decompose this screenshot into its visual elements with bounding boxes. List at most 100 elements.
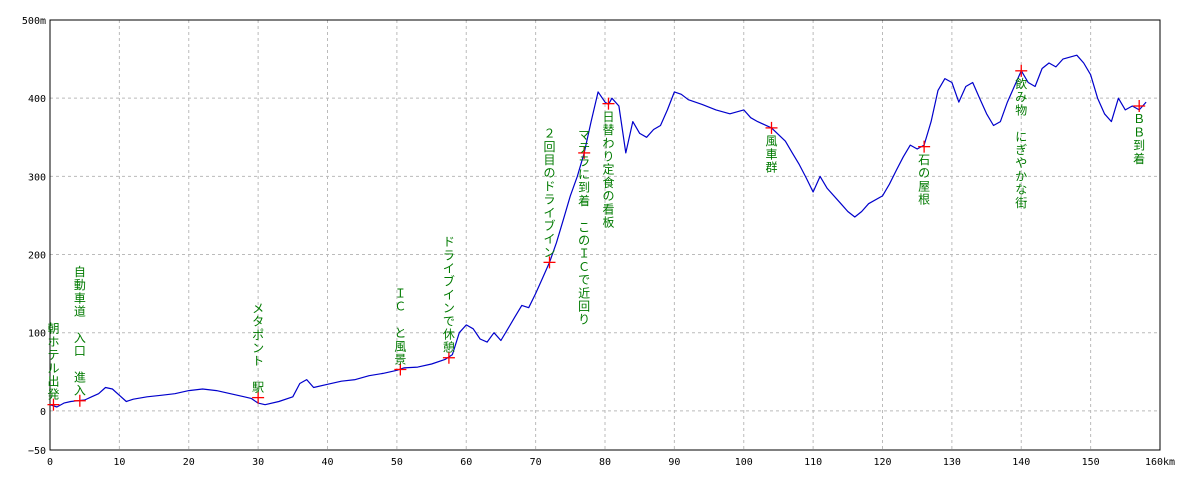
- waypoint-marker: [765, 121, 778, 134]
- waypoint-marker: [578, 146, 591, 159]
- y-tick-label: 200: [28, 251, 46, 262]
- x-tick-labels: 0 10 20 30 40 50 60 70 80 90 100 110 120 130 140 150 160…: [47, 457, 1175, 468]
- waypoint-label-char: 休: [443, 328, 455, 342]
- waypoint-label-char: 着: [578, 193, 590, 208]
- waypoint-label-char: で: [578, 273, 590, 287]
- waypoint-label-char: の: [918, 166, 930, 180]
- x-tick-label: 150: [1082, 457, 1100, 468]
- y-tick-label: 400: [28, 94, 46, 105]
- waypoint-label-char: 食: [602, 175, 614, 190]
- waypoint-label-char: 街: [1015, 196, 1027, 210]
- elevation-series: [49, 54, 1147, 408]
- elevation-line: [49, 54, 1147, 408]
- waypoint-label-char: ぎ: [1015, 143, 1027, 157]
- waypoint-label-char: 発: [47, 388, 59, 402]
- x-tick-label: 30: [252, 457, 264, 468]
- waypoint-label-char: に: [1015, 130, 1027, 144]
- x-tick-label: 130: [943, 457, 961, 468]
- waypoint-label-char: ト: [252, 354, 264, 368]
- waypoint-marker: [1015, 64, 1028, 77]
- waypoint-label-char: テ: [47, 348, 59, 362]
- waypoint-label-char: 景: [394, 352, 406, 366]
- waypoint-label-char: 到: [578, 181, 590, 195]
- x-tick-label: 50: [391, 457, 403, 468]
- x-tick-label: 10: [113, 457, 125, 468]
- waypoint-label-char: り: [578, 313, 590, 327]
- x-tick-label: 80: [599, 457, 611, 468]
- waypoint-marker: [918, 140, 931, 153]
- waypoint-label-char: 車: [74, 291, 86, 305]
- waypoint-label-char: 板: [602, 215, 614, 229]
- axes: [49, 19, 1161, 451]
- waypoint-label-char: 飲: [1015, 76, 1027, 91]
- y-tick-label: 100: [28, 329, 46, 340]
- waypoint-label-char: 根: [918, 192, 930, 206]
- waypoint-label-char: 石: [918, 153, 930, 167]
- waypoint-label-char: ポ: [252, 328, 264, 342]
- x-tick-label: 120: [873, 457, 891, 468]
- waypoint-marker: [394, 363, 407, 376]
- waypoint-marker: [442, 351, 455, 364]
- x-tick-label: 70: [530, 457, 542, 468]
- waypoint-label-char: な: [1015, 183, 1027, 197]
- waypoint-label-char: ラ: [578, 154, 590, 168]
- waypoint-label-char: タ: [252, 315, 264, 329]
- waypoint-label-char: 朝: [47, 322, 59, 336]
- waypoint-label-char: 看: [602, 202, 614, 216]
- waypoint-label-char: 車: [765, 147, 777, 161]
- waypoint-label-char: ブ: [443, 274, 455, 289]
- y-tick-label: 500m: [22, 16, 46, 27]
- waypoint-label-char: ド: [543, 179, 555, 193]
- waypoint-label-char: ド: [443, 235, 455, 249]
- waypoint-label-char: 出: [47, 374, 59, 388]
- waypoint-label-char: ラ: [543, 193, 555, 207]
- waypoint-label-char: ル: [47, 361, 59, 375]
- waypoint-label-char: 道: [74, 305, 86, 319]
- waypoint-label-char: 着: [1133, 151, 1145, 166]
- waypoint-marker: [47, 398, 60, 411]
- waypoint-label-char: ラ: [443, 248, 455, 262]
- waypoint-marker: [543, 256, 556, 269]
- waypoint-label-char: 屋: [918, 179, 930, 193]
- waypoint-label-char: で: [443, 314, 455, 328]
- waypoint-label-char: メ: [252, 301, 264, 315]
- waypoint-marker: [602, 97, 615, 110]
- x-tick-label: 20: [183, 457, 195, 468]
- x-tick-label: 40: [321, 457, 333, 468]
- waypoint-label-char: 憩: [443, 340, 455, 355]
- waypoint-label-char: ホ: [47, 335, 59, 349]
- waypoint-label-char: と: [394, 326, 406, 340]
- waypoint-label-char: 近: [578, 286, 590, 300]
- waypoint-label-char: の: [543, 166, 555, 180]
- waypoint-label-char: み: [1015, 90, 1027, 104]
- waypoint-label: 風車群: [765, 134, 777, 174]
- waypoint-label-char: Ｃ: [578, 260, 590, 274]
- waypoint-label-char: Ｃ: [394, 300, 406, 314]
- waypoint-label-char: 進: [74, 371, 86, 385]
- waypoint-label-char: 入: [74, 331, 86, 345]
- waypoint-label-char: ン: [443, 301, 455, 315]
- y-tick-labels: 500m 400 300 200 100 0 −50: [22, 16, 46, 457]
- waypoint-label-char: ン: [543, 245, 555, 259]
- plot-frame: [49, 19, 1161, 451]
- x-tick-label: 0: [47, 457, 53, 468]
- waypoint-label-char: イ: [543, 232, 555, 246]
- waypoint-annotations: 朝ホテル出発自動車道入口進入メタポント駅ＩＣと風景ドライブインで休憩２回目のドラ…: [47, 76, 1145, 402]
- waypoint-label-char: イ: [443, 288, 455, 302]
- waypoint-label-char: 入: [74, 384, 86, 398]
- waypoint-label-char: 口: [74, 344, 86, 358]
- waypoint-label-char: イ: [443, 262, 455, 276]
- waypoint-label-char: り: [602, 149, 614, 163]
- waypoint-label-char: 風: [394, 339, 406, 353]
- waypoint-label-char: 風: [765, 134, 777, 148]
